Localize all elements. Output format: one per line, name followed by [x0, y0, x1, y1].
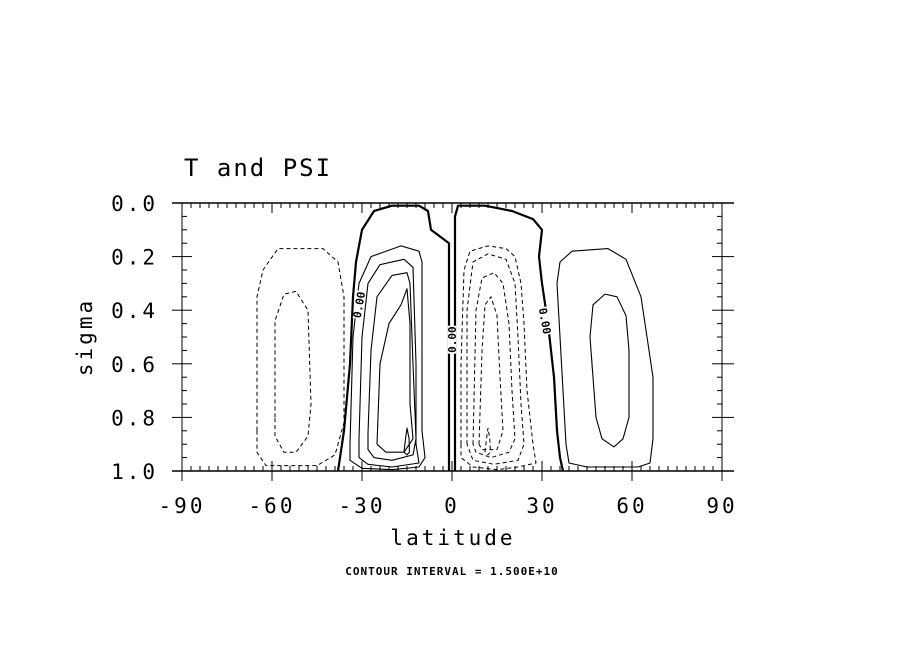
negative-contour-1: [274, 290, 312, 453]
y-tick-label: 0.6: [111, 353, 158, 377]
positive-contour-14: [556, 248, 654, 468]
negative-contour-9: [460, 245, 537, 471]
contour-interval-note: CONTOUR INTERVAL = 1.500E+10: [345, 565, 558, 578]
y-tick-label: 0.4: [111, 299, 158, 323]
x-tick-label: -30: [339, 494, 386, 518]
negative-contour-11: [472, 272, 516, 459]
axis-tick-labels: -90 -60 -30 0 30 60 90 0.0 0.2 0.4 0.6 0.8 1.0: [111, 192, 737, 518]
positive-contour-7: [376, 288, 414, 453]
positive-contour-8: [403, 427, 410, 456]
x-tick-label: 60: [616, 494, 647, 518]
axis-ticks: [172, 202, 734, 481]
negative-contour-13: [484, 427, 491, 456]
zero-contour-label-2: 0.00: [536, 307, 553, 335]
y-tick-label: 0.0: [111, 192, 158, 216]
zero-contour-2: [336, 204, 451, 471]
y-tick-label: 0.8: [111, 406, 158, 430]
zero-contour-label-0: 0.00: [351, 291, 368, 319]
positive-contour-5: [358, 258, 420, 468]
x-tick-label: 30: [526, 494, 557, 518]
y-axis-title: sigma: [73, 298, 97, 376]
y-tick-label: 0.2: [111, 246, 158, 270]
zero-contour-label-1: 0.00: [446, 326, 459, 353]
contour-lines: 0.00 0.00 0.00: [256, 204, 654, 471]
x-tick-label: 90: [706, 494, 737, 518]
x-tick-label: 0: [444, 494, 460, 518]
x-tick-label: -60: [249, 494, 296, 518]
zero-label-mask-0: [352, 290, 366, 320]
x-tick-label: -90: [159, 494, 206, 518]
negative-contour-12: [478, 296, 504, 451]
zero-contour-3: [453, 204, 565, 471]
positive-contour-4: [349, 245, 426, 471]
y-tick-label: 1.0: [111, 460, 158, 484]
x-axis-title: latitude: [390, 526, 515, 550]
positive-contour-15: [589, 293, 630, 448]
zero-label-mask-2: [538, 306, 552, 336]
positive-contour-6: [367, 272, 417, 461]
zero-label-mask-1: [448, 325, 456, 354]
negative-contour-0: [256, 248, 345, 467]
negative-contour-10: [466, 253, 525, 465]
chart-title: T and PSI: [184, 154, 332, 182]
